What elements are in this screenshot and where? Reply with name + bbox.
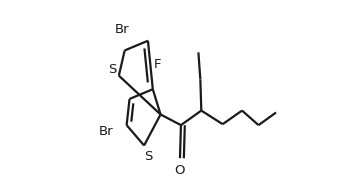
Text: O: O bbox=[175, 164, 185, 177]
Text: S: S bbox=[108, 63, 116, 76]
Text: S: S bbox=[144, 150, 152, 163]
Text: Br: Br bbox=[115, 23, 129, 36]
Text: F: F bbox=[154, 57, 161, 71]
Text: Br: Br bbox=[99, 125, 113, 139]
